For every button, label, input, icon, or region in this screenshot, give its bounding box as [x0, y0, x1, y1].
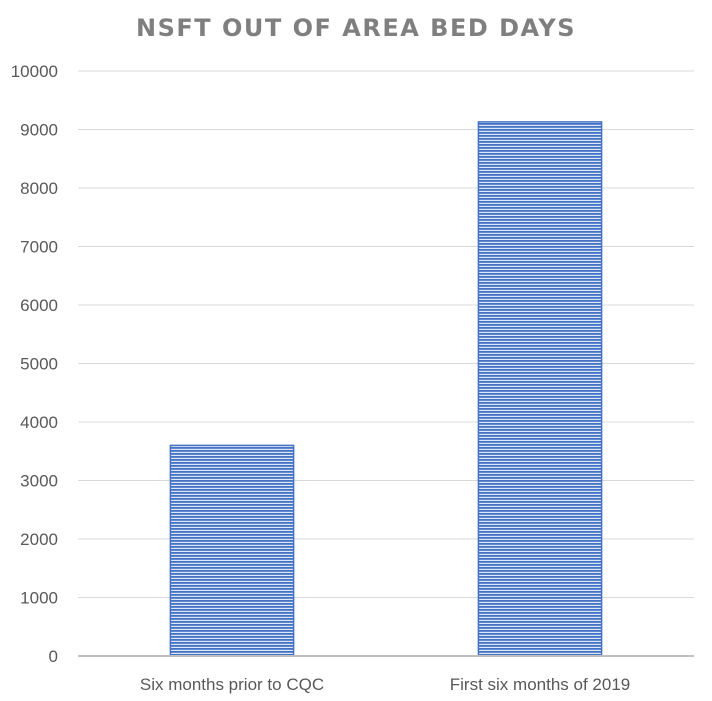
chart-title: NSFT OUT OF AREA BED DAYS: [136, 14, 576, 42]
x-axis-category-labels: Six months prior to CQC First six months …: [140, 675, 630, 694]
y-tick-label: 4000: [20, 413, 58, 432]
y-tick-label: 9000: [20, 121, 58, 140]
y-axis-tick-labels: 0 1000 2000 3000 4000 5000 6000 7000 8000 9000 100…: [11, 62, 58, 666]
bars: [169, 121, 603, 657]
bar-fill: [477, 121, 603, 657]
y-tick-label: 0: [49, 647, 58, 666]
x-category-label: First six months of 2019: [450, 675, 630, 694]
bar: [169, 444, 295, 657]
y-tick-label: 3000: [20, 472, 58, 491]
y-tick-label: 2000: [20, 530, 58, 549]
y-tick-label: 7000: [20, 238, 58, 257]
y-tick-label: 6000: [20, 296, 58, 315]
bar-fill: [169, 444, 295, 657]
x-category-label: Six months prior to CQC: [140, 675, 324, 694]
bar: [477, 121, 603, 657]
y-tick-label: 1000: [20, 589, 58, 608]
y-tick-label: 8000: [20, 179, 58, 198]
y-tick-label: 5000: [20, 355, 58, 374]
y-tick-label: 10000: [11, 62, 58, 81]
